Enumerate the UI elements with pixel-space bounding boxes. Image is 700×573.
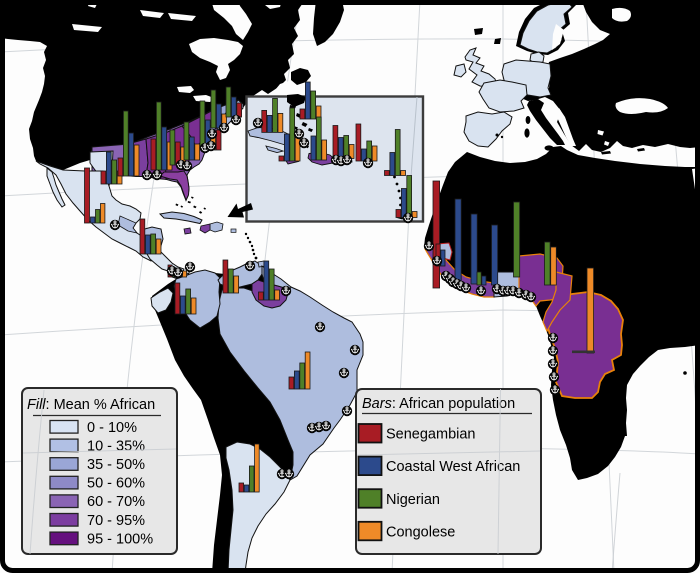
svg-text:Fill: Mean % African: Fill: Mean % African — [27, 397, 155, 413]
svg-text:Coastal West African: Coastal West African — [386, 459, 520, 475]
svg-text:Nigerian: Nigerian — [386, 492, 440, 508]
svg-text:10 - 35%: 10 - 35% — [87, 438, 145, 454]
svg-text:95 - 100%: 95 - 100% — [87, 531, 153, 547]
svg-text:60 - 70%: 60 - 70% — [87, 494, 145, 510]
svg-text:70 - 95%: 70 - 95% — [87, 513, 145, 529]
svg-text:50 - 60%: 50 - 60% — [87, 476, 145, 492]
svg-text:Senegambian: Senegambian — [386, 427, 476, 443]
svg-text:Bars: African population: Bars: African population — [362, 396, 515, 412]
svg-text:35 - 50%: 35 - 50% — [87, 457, 145, 473]
svg-text:Congolese: Congolese — [386, 524, 455, 540]
svg-text:0 - 10%: 0 - 10% — [87, 420, 137, 436]
